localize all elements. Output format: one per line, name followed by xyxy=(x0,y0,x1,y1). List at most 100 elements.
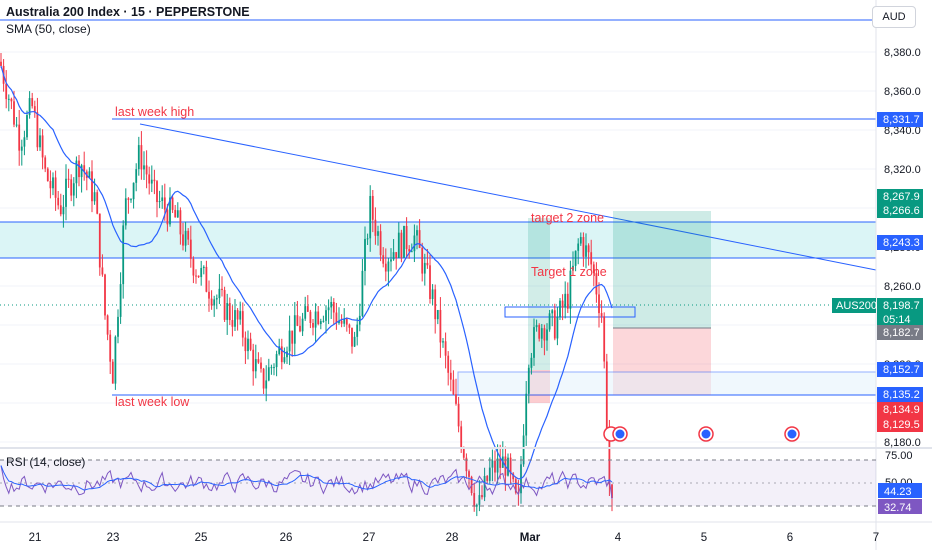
candle xyxy=(496,444,499,484)
candle xyxy=(293,301,296,356)
target1-label: Target 1 zone xyxy=(531,265,607,279)
candle xyxy=(119,272,122,324)
currency-button[interactable]: AUD xyxy=(872,6,916,28)
candle xyxy=(475,503,478,517)
symbol-title[interactable]: Australia 200 Index · 15 · PEPPERSTONE xyxy=(6,5,250,19)
candle xyxy=(535,319,538,332)
candle xyxy=(205,260,208,293)
candle xyxy=(96,189,99,215)
candle xyxy=(239,301,242,325)
rsi-badge: 44.23 xyxy=(884,486,912,498)
candle xyxy=(325,305,327,334)
candle xyxy=(65,164,67,221)
candle xyxy=(538,323,541,342)
candle xyxy=(371,190,374,233)
candle xyxy=(400,229,403,263)
candle xyxy=(369,185,372,252)
candle xyxy=(348,323,351,334)
candle xyxy=(210,290,213,310)
candle xyxy=(57,190,60,210)
candle xyxy=(98,213,101,276)
candle xyxy=(228,297,231,326)
candle xyxy=(46,167,49,182)
indicator-label[interactable]: SMA (50, close) xyxy=(6,22,91,36)
candle xyxy=(72,177,75,207)
candle xyxy=(249,332,252,352)
price-tick: 8,340.0 xyxy=(884,125,921,137)
rsi-title[interactable]: RSI (14, close) xyxy=(6,455,86,469)
rsi-badge-bg xyxy=(878,483,922,498)
candle xyxy=(309,309,312,329)
candle xyxy=(403,225,405,258)
event-flag-icon[interactable] xyxy=(603,426,628,442)
candle xyxy=(494,450,496,482)
price-badge-bg xyxy=(877,235,923,250)
candle xyxy=(49,170,52,199)
event-flag-icon[interactable] xyxy=(698,426,714,442)
candle xyxy=(543,324,546,356)
candle xyxy=(527,364,530,404)
candle xyxy=(327,299,330,325)
candle xyxy=(156,179,158,218)
candle xyxy=(317,306,320,326)
candle xyxy=(231,305,234,337)
candle xyxy=(416,225,418,250)
candle xyxy=(31,92,34,109)
candle xyxy=(447,351,450,386)
candle xyxy=(132,182,135,209)
candle xyxy=(579,232,582,246)
price-badge: 05:14 xyxy=(883,314,911,326)
time-axis[interactable]: 21 23 25 26 27 28 Mar 4 5 6 7 xyxy=(29,532,880,544)
candle xyxy=(161,185,164,209)
candle xyxy=(423,253,426,286)
candle xyxy=(130,198,132,203)
candle xyxy=(197,275,200,278)
time-label: 25 xyxy=(195,532,208,544)
candle xyxy=(405,217,408,259)
candle xyxy=(587,243,590,266)
candle xyxy=(7,94,10,112)
candle xyxy=(465,453,468,479)
demand-box xyxy=(457,371,877,396)
candle xyxy=(455,378,457,406)
candle xyxy=(88,167,91,179)
candle xyxy=(184,221,187,252)
event-flag-icon[interactable] xyxy=(784,426,800,442)
candle xyxy=(314,303,317,343)
time-label: 27 xyxy=(363,532,376,544)
candle xyxy=(221,276,223,297)
price-badge: 8,243.3 xyxy=(883,237,920,249)
candle xyxy=(431,284,434,306)
candle xyxy=(364,226,366,286)
candle xyxy=(379,224,382,262)
candle xyxy=(78,155,80,187)
price-badge-bg xyxy=(877,417,923,432)
candle xyxy=(590,239,593,271)
candle xyxy=(382,247,385,268)
price-badge-bg xyxy=(877,325,923,340)
candle xyxy=(338,307,340,325)
candle xyxy=(353,331,356,348)
candles xyxy=(0,53,613,517)
price-badge-bg xyxy=(877,387,923,402)
candle xyxy=(356,317,359,346)
candle xyxy=(189,225,192,268)
candle xyxy=(595,262,598,303)
candle xyxy=(572,251,574,274)
last-week-high-label: last week high xyxy=(115,105,194,119)
candle xyxy=(351,327,353,354)
candle xyxy=(28,91,31,119)
candle xyxy=(559,298,561,321)
time-label: 4 xyxy=(615,532,622,544)
candle xyxy=(252,343,255,386)
candle xyxy=(556,307,559,346)
candle xyxy=(452,370,455,395)
candle xyxy=(486,474,489,483)
price-badge-bg xyxy=(877,298,923,313)
candle xyxy=(262,367,265,394)
price-tick: 8,360.0 xyxy=(884,86,921,98)
target2-label: target 2 zone xyxy=(531,211,604,225)
candle xyxy=(561,294,564,321)
